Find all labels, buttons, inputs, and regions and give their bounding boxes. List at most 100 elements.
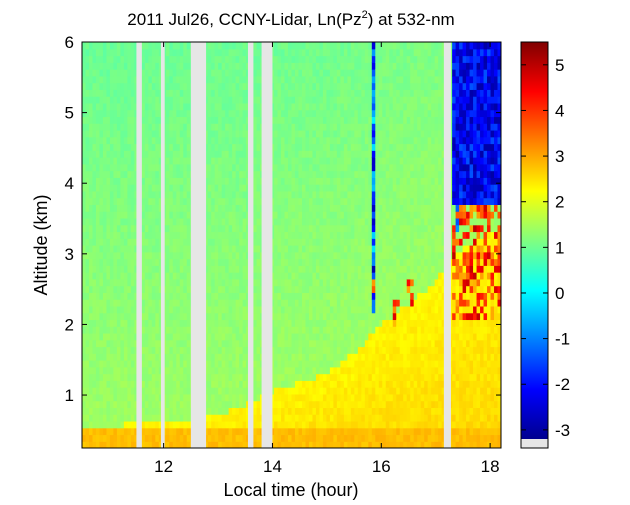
heatmap-cell [347, 75, 352, 84]
heatmap-cell [204, 109, 209, 118]
heatmap-cell [151, 366, 156, 375]
heatmap-cell [169, 224, 174, 233]
heatmap-cell [207, 211, 212, 219]
heatmap-cell [207, 109, 212, 118]
heatmap-cell [106, 109, 111, 118]
heatmap-cell [116, 360, 122, 368]
heatmap-cell [172, 434, 177, 442]
heatmap-cell [127, 353, 132, 361]
heatmap-cell [305, 272, 310, 280]
heatmap-cell [274, 197, 279, 205]
heatmap-cell [141, 136, 146, 145]
heatmap-cell [113, 332, 118, 341]
heatmap-cell [218, 387, 223, 395]
heatmap-cell [85, 420, 90, 429]
heatmap-cell [120, 75, 125, 84]
heatmap-cell [281, 123, 286, 131]
heatmap-cell [350, 393, 355, 402]
heatmap-cell [284, 360, 289, 368]
heatmap-cell [336, 245, 341, 253]
heatmap-cell [92, 170, 97, 178]
heatmap-cell [288, 238, 293, 246]
heatmap-cell [301, 353, 307, 361]
heatmap-cell [253, 366, 258, 375]
heatmap-cell [329, 245, 334, 253]
heatmap-cell [277, 420, 282, 429]
heatmap-cell [308, 75, 314, 84]
heatmap-cell [281, 204, 286, 212]
heatmap-cell [109, 224, 115, 233]
heatmap-cell [354, 407, 359, 415]
heatmap-cell [274, 42, 279, 50]
heatmap-cell [172, 48, 177, 57]
heatmap-cell [298, 380, 303, 388]
heatmap-cell [165, 292, 170, 300]
heatmap-cell [165, 136, 170, 145]
heatmap-cell [253, 69, 258, 77]
heatmap-cell [214, 414, 219, 422]
heatmap-cell [148, 414, 153, 422]
heatmap-cell [228, 48, 233, 57]
heatmap-cell [148, 129, 153, 138]
heatmap-cell [288, 332, 293, 341]
heatmap-cell [102, 245, 108, 253]
heatmap-cell [361, 414, 366, 422]
heatmap-cell [301, 360, 307, 368]
heatmap-cell [228, 204, 233, 212]
heatmap-cell [141, 123, 146, 131]
heatmap-cell [277, 190, 282, 199]
heatmap-cell [326, 136, 331, 145]
heatmap-cell [232, 346, 237, 354]
heatmap-cell [165, 102, 170, 111]
heatmap-cell [120, 150, 125, 158]
heatmap-cell [315, 177, 321, 185]
heatmap-cell [298, 427, 303, 436]
heatmap-cell [298, 258, 303, 266]
heatmap-cell [106, 42, 111, 50]
heatmap-cell [186, 55, 191, 63]
heatmap-cell [315, 326, 321, 334]
heatmap-cell [253, 251, 258, 260]
heatmap-cell [204, 62, 209, 70]
heatmap-cell [151, 400, 156, 408]
heatmap-cell [130, 272, 135, 280]
heatmap-cell [364, 150, 369, 158]
heatmap-cell [88, 299, 94, 307]
heatmap-cell [305, 319, 310, 327]
heatmap-cell [155, 400, 160, 408]
heatmap-cell [239, 373, 244, 381]
heatmap-cell [218, 109, 223, 118]
heatmap-cell [319, 204, 324, 212]
heatmap-cell [169, 204, 174, 212]
heatmap-cell [225, 380, 230, 388]
heatmap-cell [315, 407, 321, 415]
heatmap-cell [165, 217, 170, 226]
heatmap-cell [281, 400, 286, 408]
heatmap-cell [354, 190, 359, 199]
heatmap-cell [186, 163, 191, 172]
heatmap-cell [176, 265, 181, 273]
heatmap-cell [141, 278, 146, 287]
heatmap-cell [291, 224, 296, 233]
heatmap-cell [256, 224, 261, 233]
heatmap-cell [204, 245, 209, 253]
heatmap-cell [277, 360, 282, 368]
heatmap-cell [326, 420, 331, 429]
heatmap-cell [242, 360, 247, 368]
heatmap-cell [288, 339, 293, 348]
heatmap-cell [88, 177, 94, 185]
heatmap-cell [179, 265, 184, 273]
heatmap-cell [172, 204, 177, 212]
heatmap-cell [371, 420, 376, 429]
heatmap-cell [336, 224, 341, 233]
heatmap-cell [298, 143, 303, 151]
heatmap-cell [336, 102, 341, 111]
heatmap-cell [99, 251, 104, 260]
heatmap-cell [88, 238, 94, 246]
heatmap-cell [232, 197, 237, 205]
heatmap-cell [354, 366, 359, 375]
heatmap-cell [165, 420, 170, 429]
heatmap-cell [305, 366, 310, 375]
heatmap-cell [242, 441, 247, 448]
heatmap-cell [347, 150, 352, 158]
